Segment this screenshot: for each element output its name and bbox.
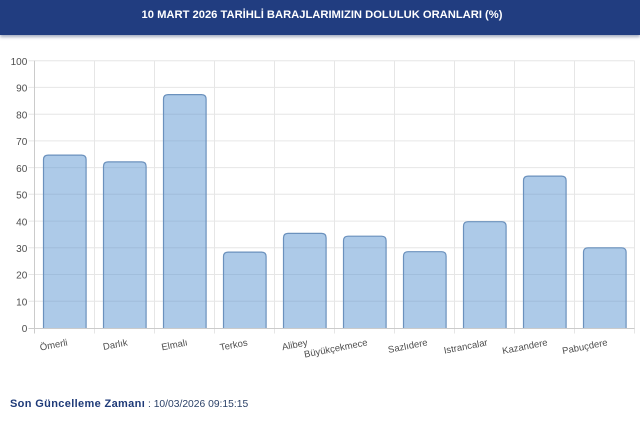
svg-text:Kazandere: Kazandere [501,337,548,357]
svg-text:Pabuçdere: Pabuçdere [561,337,608,357]
svg-text:Büyükçekmece: Büyükçekmece [303,337,368,360]
svg-text:80: 80 [16,110,28,121]
svg-text:Terkos: Terkos [219,337,249,353]
svg-text:Istrancalar: Istrancalar [443,337,489,356]
svg-text:40: 40 [16,217,28,228]
svg-text:Ömerli: Ömerli [39,337,69,353]
svg-text:10: 10 [16,298,28,309]
svg-text:Alibey: Alibey [281,337,309,353]
svg-text:30: 30 [16,244,28,255]
svg-text:70: 70 [16,137,28,148]
svg-text:100: 100 [11,57,28,68]
svg-text:0: 0 [22,324,28,335]
svg-text:Darlık: Darlık [102,337,129,353]
svg-text:Elmalı: Elmalı [161,337,189,353]
svg-text:20: 20 [16,271,28,282]
svg-text:90: 90 [16,84,28,95]
svg-text:Sazlıdere: Sazlıdere [387,337,429,355]
svg-text:50: 50 [16,191,28,202]
svg-text:60: 60 [16,164,28,175]
